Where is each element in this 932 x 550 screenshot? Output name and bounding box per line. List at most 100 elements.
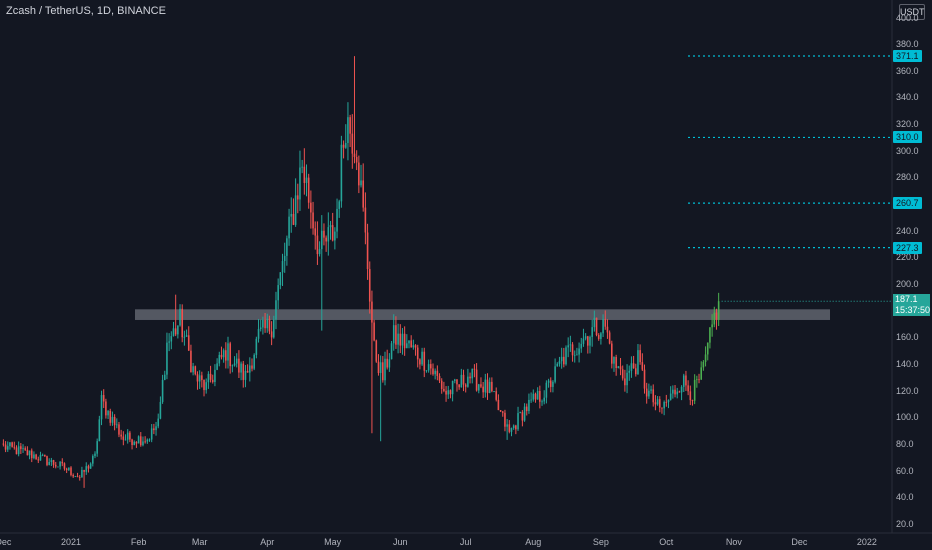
candle-body xyxy=(458,384,460,388)
candle-body xyxy=(672,389,674,394)
candle-body xyxy=(565,347,567,365)
candle-body xyxy=(275,300,277,320)
candle-body xyxy=(201,375,203,380)
candle-body xyxy=(438,375,441,381)
candle-body xyxy=(74,476,77,478)
candle-body xyxy=(560,356,563,362)
candle-body xyxy=(268,318,271,332)
candle-body xyxy=(9,442,11,447)
candle-body xyxy=(364,207,367,233)
candle-body xyxy=(124,439,127,441)
candle-body xyxy=(521,412,524,421)
candle-body xyxy=(530,399,532,401)
candle-body xyxy=(362,180,365,208)
candle-body xyxy=(347,117,349,144)
price-tick-label: 160.0 xyxy=(896,332,919,343)
time-tick-label: Aug xyxy=(525,537,542,547)
candle-body xyxy=(122,436,125,440)
candle-body xyxy=(89,463,92,469)
candle-body xyxy=(211,379,214,383)
candle-body xyxy=(700,367,703,380)
target-level-tag: 310.0 xyxy=(893,131,922,144)
candle-body xyxy=(399,333,402,346)
candle-body xyxy=(334,231,336,241)
candle-body xyxy=(497,399,500,411)
time-tick-label: Feb xyxy=(130,537,147,547)
candle-body xyxy=(602,319,604,334)
candle-body xyxy=(652,389,655,403)
candle-body xyxy=(482,386,484,393)
candle-body xyxy=(28,450,31,456)
price-tick-label: 280.0 xyxy=(896,172,919,183)
candle-body xyxy=(630,363,633,371)
candle-body xyxy=(37,459,40,461)
candle-body xyxy=(24,448,27,450)
candle-body xyxy=(270,331,273,338)
candle-body xyxy=(76,476,79,478)
candle-body xyxy=(669,393,672,400)
candle-body xyxy=(111,416,114,423)
candle-body xyxy=(600,333,602,339)
candle-body xyxy=(477,384,480,391)
candle-body xyxy=(473,368,476,370)
candle-body xyxy=(33,454,35,459)
candle-body xyxy=(384,358,386,381)
candle-body xyxy=(464,384,467,387)
candle-body xyxy=(628,370,631,373)
candle-body xyxy=(613,357,615,364)
candle-body xyxy=(499,410,502,412)
candle-body xyxy=(576,354,578,356)
candle-body xyxy=(582,338,585,344)
candle-body xyxy=(584,336,587,339)
candle-body xyxy=(262,319,264,328)
currency-button[interactable]: USDT xyxy=(899,4,925,20)
candle-body xyxy=(580,343,583,349)
candle-body xyxy=(637,350,639,375)
candle-body xyxy=(611,343,613,364)
candle-body xyxy=(144,441,146,443)
candle-body xyxy=(436,370,439,376)
candle-body xyxy=(48,461,50,465)
candle-body xyxy=(344,143,347,148)
candle-body xyxy=(519,412,522,414)
candle-body xyxy=(292,213,295,225)
candle-body xyxy=(495,391,498,400)
candle-body xyxy=(15,447,18,455)
candle-body xyxy=(246,370,249,373)
candle-body xyxy=(126,432,129,440)
target-level-tag: 227.3 xyxy=(893,241,922,254)
candle-body xyxy=(510,427,513,432)
candle-body xyxy=(597,335,600,339)
candle-body xyxy=(168,341,170,343)
candle-body xyxy=(222,350,225,358)
candle-body xyxy=(517,413,519,430)
candle-body xyxy=(303,166,306,183)
candle-body xyxy=(139,436,142,446)
candle-body xyxy=(286,238,288,256)
candle-body xyxy=(316,235,319,255)
candle-body xyxy=(698,379,700,381)
candle-body xyxy=(83,470,85,472)
price-tick-label: 300.0 xyxy=(896,145,919,156)
candle-body xyxy=(242,363,245,380)
candle-body xyxy=(634,368,637,375)
candle-body xyxy=(593,317,596,328)
price-tick-label: 240.0 xyxy=(896,225,919,236)
candle-body xyxy=(52,460,55,465)
candle-body xyxy=(172,328,175,337)
time-tick-label: 2021 xyxy=(60,537,82,547)
candle-body xyxy=(148,439,151,441)
candle-body xyxy=(632,363,635,369)
candle-body xyxy=(170,336,173,342)
candle-body xyxy=(558,361,561,364)
candle-body xyxy=(462,374,465,385)
candle-body xyxy=(331,225,334,241)
candle-body xyxy=(488,381,491,393)
candle-body xyxy=(161,379,164,402)
candle-body xyxy=(410,340,412,348)
time-tick-label: Jun xyxy=(393,537,408,547)
last-price-label: 187.1 15:37:50 xyxy=(893,294,930,316)
candle-body xyxy=(589,336,591,346)
candle-body xyxy=(493,391,495,393)
